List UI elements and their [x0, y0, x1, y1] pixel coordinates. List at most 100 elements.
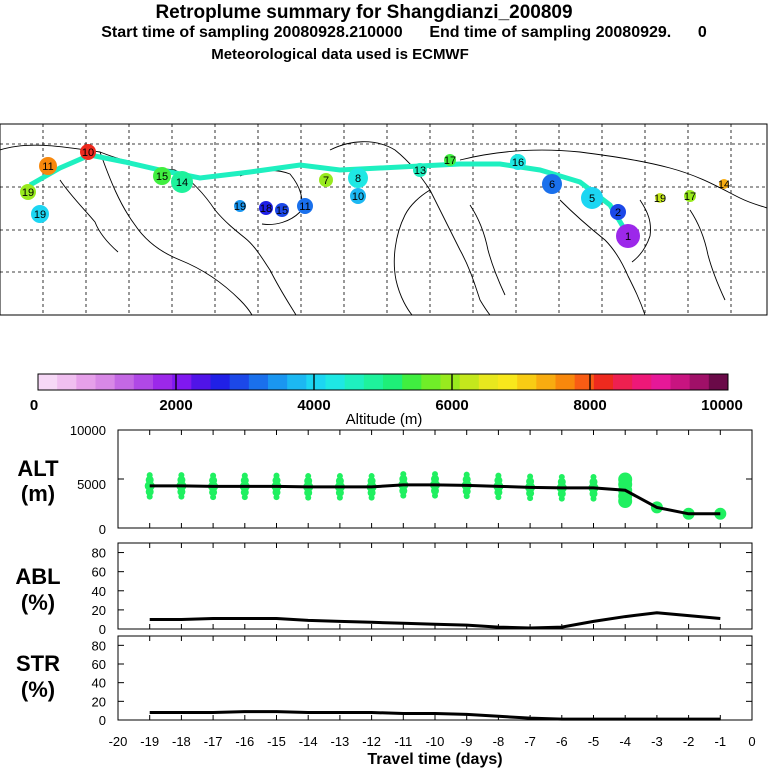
x-tick-label: -15 [267, 734, 286, 749]
colorbar-swatch [248, 374, 269, 390]
plume-cluster [655, 193, 665, 203]
plume-cluster [171, 171, 193, 193]
alt-cluster-dot [558, 495, 565, 502]
x-tick-label: -9 [461, 734, 473, 749]
plume-day-label: 5 [589, 193, 595, 205]
alt-cluster-dot [495, 494, 502, 501]
plume-day-label: 7 [323, 175, 329, 187]
colorbar-major-ticks [175, 374, 591, 390]
alt-ytick-label: 10000 [70, 423, 106, 438]
colorbar-tick-label: 10000 [701, 397, 743, 414]
plume-cluster [581, 187, 603, 209]
alt-cluster-dot [399, 486, 408, 495]
plume-cluster [297, 198, 313, 214]
plume-cluster [39, 157, 57, 175]
x-tick-label: -5 [588, 734, 600, 749]
alt-cluster-dot [273, 494, 280, 501]
colorbar-swatch [153, 374, 173, 390]
y-tick-label: 80 [92, 546, 106, 561]
plume-day-label: 14 [718, 179, 730, 191]
colorbar-swatch [114, 374, 135, 390]
alt-cluster-dot [240, 488, 249, 497]
alt-cluster-dot [145, 487, 154, 496]
colorbar-swatch [689, 374, 710, 390]
alt-cluster-dot [462, 487, 471, 496]
colorbar-swatch [593, 374, 614, 390]
plume-cluster [444, 154, 456, 166]
plume-day-label: 11 [299, 201, 310, 213]
plume-day-label: 17 [684, 191, 696, 203]
colorbar-swatch [172, 374, 192, 390]
x-tick-label: -18 [172, 734, 191, 749]
alt-ytick-label: 5000 [77, 477, 106, 492]
y-tick-label: 20 [92, 694, 106, 709]
alt-cluster-dot [146, 493, 153, 500]
colorbar-swatch [363, 374, 384, 390]
colorbar-swatches [38, 374, 729, 390]
colorbar-swatch [57, 374, 77, 390]
meteo-data-label: Meteorological data used is ECMWF [211, 46, 469, 63]
plume-day-label: 18 [260, 203, 272, 215]
colorbar-swatch [478, 374, 499, 390]
colorbar-swatch [268, 374, 288, 390]
plume-day-label: 14 [176, 177, 188, 189]
plume-day-label: 19 [654, 193, 666, 205]
y-tick-label: 40 [92, 584, 106, 599]
y-tick-label: 40 [92, 676, 106, 691]
y-tick-label: 20 [92, 603, 106, 618]
plume-cluster [259, 201, 273, 215]
x-axis-label: Travel time (days) [367, 751, 502, 768]
plume-cluster [542, 174, 562, 194]
str-series-line [149, 710, 721, 721]
colorbar-swatch [517, 374, 537, 390]
chart-title: Retroplume summary for Shangdianzi_20080… [155, 2, 573, 23]
alt-cluster-dot [210, 494, 217, 501]
abl-yticks [117, 543, 753, 630]
alt-ytick-label: 0 [99, 522, 106, 537]
colorbar-tick-label: 4000 [297, 397, 330, 414]
colorbar-tick-label: 6000 [435, 397, 468, 414]
x-axis-tick-labels: -20 -19 -18 -17 -16 -15 -14 -13 -12 -11 -10 -9 -8 -7-… [109, 734, 756, 749]
y-tick-label: 0 [99, 622, 106, 637]
colorbar-swatch [76, 374, 96, 390]
y-tick-label: 80 [92, 638, 106, 653]
plume-centerline [28, 152, 628, 232]
plume-day-label: 17 [444, 155, 456, 167]
plume-day-label: 15 [276, 205, 288, 217]
alt-cluster-dot [527, 495, 534, 502]
colorbar-swatch [383, 374, 403, 390]
plume-cluster [234, 200, 246, 212]
x-tick-label: -2 [683, 734, 695, 749]
x-tick-label: -4 [619, 734, 631, 749]
map-graticule [0, 124, 767, 315]
colorbar-swatch [210, 374, 231, 390]
colorbar-swatch [95, 374, 116, 390]
abl-ylabel: ABL [15, 564, 60, 589]
x-tick-label: -12 [362, 734, 381, 749]
end-time-value: 0 [697, 24, 707, 41]
plume-cluster [610, 204, 626, 220]
colorbar-swatch [402, 374, 422, 390]
alt-cluster-dot [177, 487, 186, 496]
alt-cluster-dot [241, 494, 248, 501]
colorbar-swatch [344, 374, 365, 390]
colorbar-swatch [229, 374, 250, 390]
alt-cluster-dot [590, 495, 597, 502]
str-panel: STR (%) 80 60 40 20 0 [16, 635, 753, 728]
colorbar-swatch [38, 374, 58, 390]
alt-cluster-dot [618, 494, 633, 509]
alt-cluster-dot [494, 488, 503, 497]
plume-cluster [510, 154, 526, 170]
plume-day-label: 10 [352, 191, 364, 203]
plume-day-label: 11 [42, 161, 53, 173]
alt-cluster-dot [432, 492, 438, 499]
x-tick-label: -3 [651, 734, 663, 749]
alt-cluster-dot [178, 493, 185, 500]
plume-day-label: 10 [82, 147, 94, 159]
colorbar-swatch [536, 374, 556, 390]
y-tick-label: 60 [92, 657, 106, 672]
alt-cluster-dot [304, 488, 313, 497]
alt-cluster-dot [589, 489, 598, 498]
